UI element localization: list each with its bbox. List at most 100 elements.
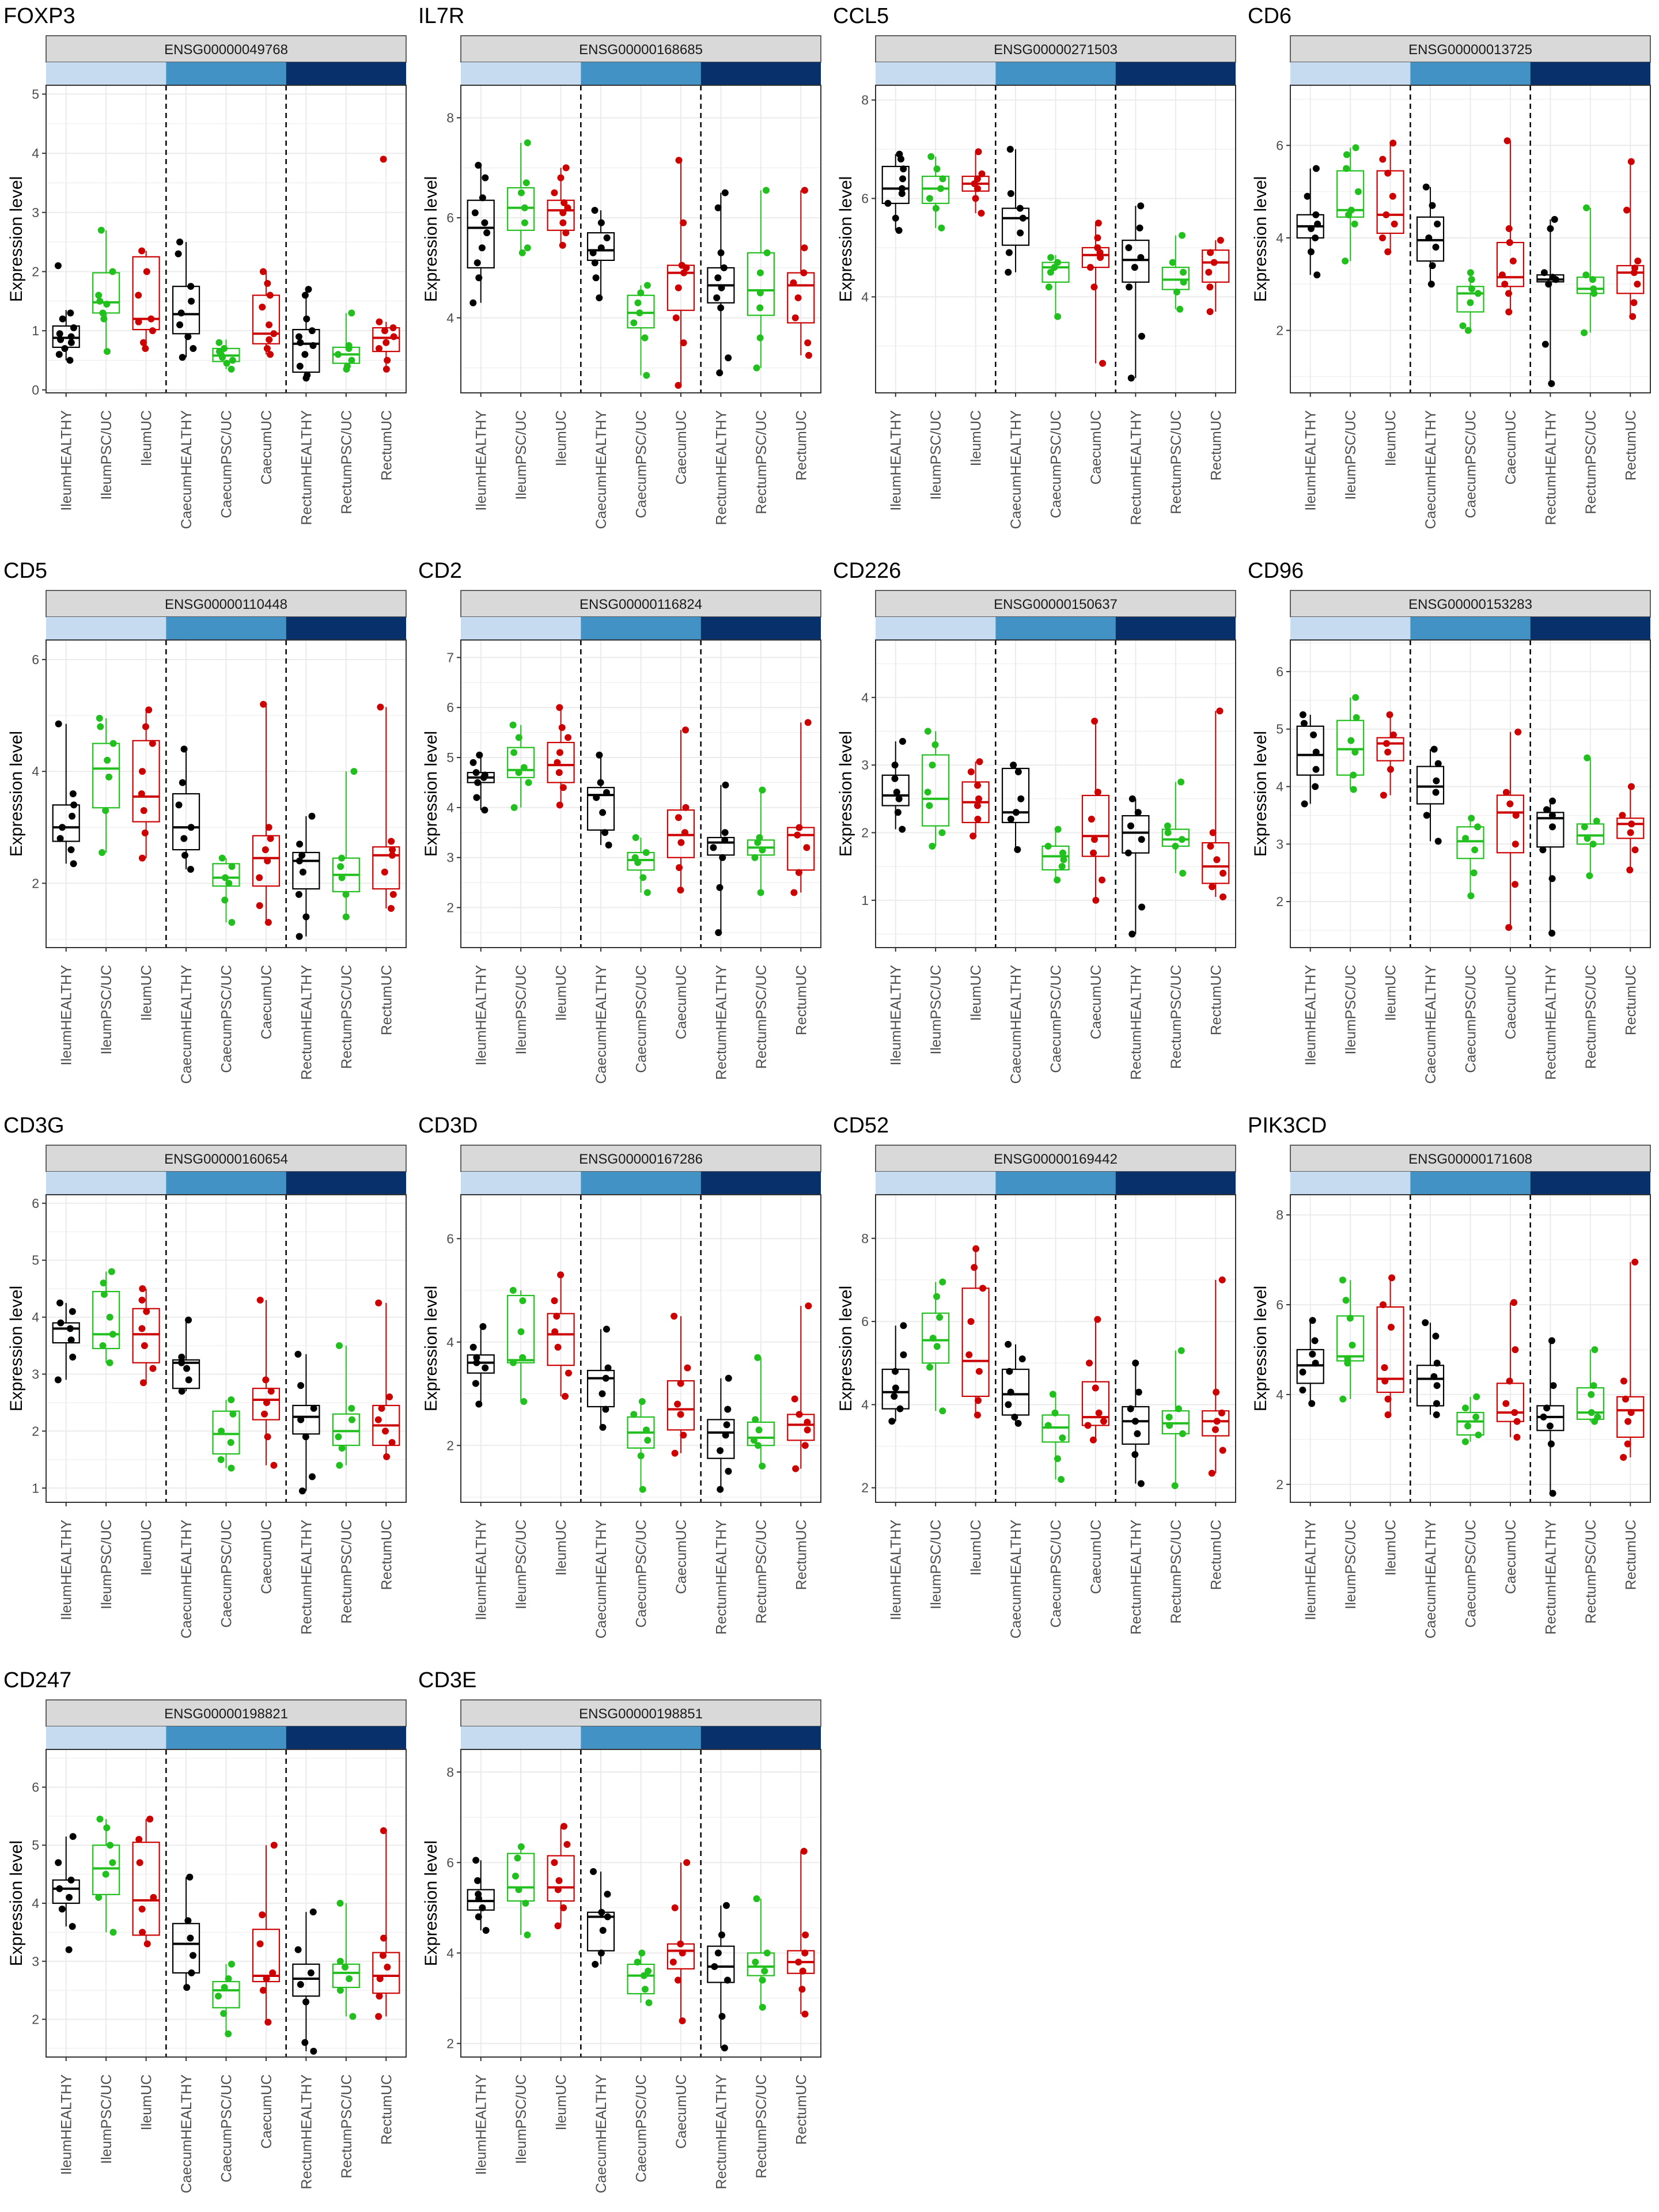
x-category-label: RectumHEALTHY xyxy=(1543,1520,1559,1635)
data-point xyxy=(96,714,103,722)
data-point xyxy=(1314,220,1321,228)
data-point xyxy=(229,357,236,364)
data-point xyxy=(1432,789,1440,796)
data-point xyxy=(266,336,273,343)
data-point xyxy=(65,1946,73,1953)
data-point xyxy=(222,874,229,881)
box-ileumhealthy xyxy=(52,720,80,868)
data-point xyxy=(1014,768,1022,775)
data-point xyxy=(1208,1469,1215,1477)
data-point xyxy=(1629,313,1637,320)
data-point xyxy=(302,913,310,921)
panel-cd2: CD2 ENSG00000116824 2 3 4 5 6 7 Expression level… xyxy=(418,559,821,1084)
data-point xyxy=(724,1976,731,1984)
gridlines xyxy=(1290,85,1650,393)
y-tick-label: 2 xyxy=(861,1480,869,1495)
data-point xyxy=(717,1486,724,1493)
data-point xyxy=(1351,220,1358,228)
data-point xyxy=(891,1392,898,1400)
data-point xyxy=(1584,754,1591,762)
x-category-label: RectumPSC/UC xyxy=(1583,965,1599,1069)
rectum-band xyxy=(286,1726,406,1749)
data-point xyxy=(937,185,945,192)
box-body xyxy=(881,165,910,204)
x-category-label: CaecumHEALTHY xyxy=(593,1520,609,1639)
ensembl-strip xyxy=(1290,1145,1651,1172)
data-point xyxy=(631,854,639,861)
data-point xyxy=(187,1934,194,1942)
y-tick-label: 6 xyxy=(446,700,454,715)
box-body xyxy=(707,1945,735,1983)
data-point xyxy=(1094,219,1102,227)
box-rectumuc xyxy=(1202,1276,1230,1477)
box-rectumhealthy xyxy=(1122,1359,1150,1487)
data-point xyxy=(599,1927,607,1934)
data-point xyxy=(190,1952,197,1959)
x-category-label: CaecumHEALTHY xyxy=(593,410,609,529)
data-point xyxy=(675,814,682,821)
data-point xyxy=(522,179,530,187)
data-point xyxy=(801,1442,809,1449)
data-point xyxy=(217,1456,225,1463)
data-point xyxy=(1473,1393,1480,1400)
data-point xyxy=(721,189,729,196)
data-point xyxy=(95,291,103,299)
data-point xyxy=(714,204,722,211)
data-point xyxy=(756,304,764,312)
data-point xyxy=(975,1397,982,1404)
y-tick-label: 6 xyxy=(1276,664,1283,679)
data-point xyxy=(482,1364,489,1372)
data-point xyxy=(296,857,303,865)
data-point xyxy=(1134,1430,1141,1437)
data-point xyxy=(801,1949,809,1957)
data-point xyxy=(680,1431,687,1439)
caecum-band xyxy=(995,1172,1116,1195)
box-body xyxy=(52,1322,80,1344)
box-body xyxy=(627,851,655,871)
data-point xyxy=(1634,281,1641,288)
data-point xyxy=(637,289,645,297)
data-point xyxy=(559,241,566,249)
data-point xyxy=(1468,815,1475,822)
box-ileumuc xyxy=(547,704,575,809)
data-point xyxy=(804,1418,811,1426)
data-point xyxy=(753,364,760,372)
x-category-label: IleumUC xyxy=(139,1520,155,1575)
x-category-label: RectumHEALTHY xyxy=(298,2074,315,2190)
data-point xyxy=(520,1397,528,1405)
data-point xyxy=(805,1302,812,1309)
data-point xyxy=(599,1423,607,1431)
data-point xyxy=(1309,1317,1316,1324)
data-point xyxy=(1506,800,1514,808)
box-rectumuc xyxy=(1616,783,1645,874)
data-point xyxy=(1627,1409,1635,1416)
data-point xyxy=(565,1369,572,1377)
data-point xyxy=(1099,876,1106,884)
ensembl-strip xyxy=(460,1699,821,1727)
data-point xyxy=(1547,225,1554,232)
data-point xyxy=(933,1343,941,1350)
data-point xyxy=(264,1433,271,1441)
data-point xyxy=(96,1815,104,1823)
data-point xyxy=(266,291,274,299)
data-point xyxy=(725,354,732,362)
data-point xyxy=(99,849,106,856)
data-point xyxy=(751,854,759,861)
data-point xyxy=(939,1278,946,1286)
box-caecumuc xyxy=(666,1859,695,2025)
data-point xyxy=(349,2013,357,2020)
data-point xyxy=(57,336,65,343)
data-point xyxy=(1429,262,1436,270)
data-point xyxy=(184,1917,192,1925)
x-category-label: RectumPSC/UC xyxy=(753,1520,770,1624)
data-point xyxy=(345,342,353,349)
data-point xyxy=(1054,825,1062,833)
data-point xyxy=(1546,1422,1554,1430)
data-point xyxy=(714,274,722,282)
data-point xyxy=(1058,863,1066,870)
data-point xyxy=(1164,822,1171,830)
data-point xyxy=(1018,1355,1026,1363)
data-point xyxy=(270,330,278,338)
x-category-label: CaecumPSC/UC xyxy=(1048,410,1065,518)
box-caecumuc xyxy=(1081,717,1110,904)
